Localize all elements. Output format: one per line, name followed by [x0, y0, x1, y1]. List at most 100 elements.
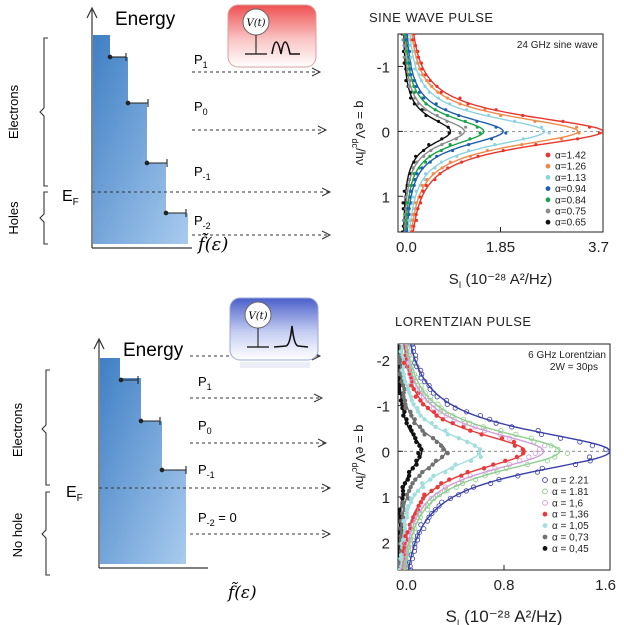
data-point: [443, 469, 448, 475]
data-point: [538, 431, 545, 437]
data-point: [434, 102, 438, 106]
data-point: [420, 166, 424, 170]
data-point: [401, 207, 405, 211]
data-point: [402, 398, 408, 403]
data-point: [400, 515, 406, 520]
data-point: [534, 469, 541, 475]
data-point: [577, 439, 583, 445]
data-point: [413, 96, 417, 100]
data-point: [446, 166, 450, 170]
data-point: [423, 172, 428, 176]
data-point: [413, 435, 418, 441]
y-tick-label: 1: [382, 490, 390, 507]
data-point: [403, 405, 408, 411]
data-point: [411, 432, 416, 437]
data-point: [413, 67, 417, 71]
data-point: [412, 172, 416, 176]
y-tick-label: -1: [377, 399, 390, 416]
data-point: [431, 172, 435, 176]
data-point: [428, 154, 432, 158]
data-point: [409, 413, 414, 418]
series-2: [402, 344, 571, 570]
data-point: [401, 360, 407, 366]
data-point: [414, 363, 420, 370]
data-point: [408, 367, 414, 373]
data-point: [443, 428, 448, 433]
data-point: [506, 435, 513, 441]
energy-label: Energy: [115, 9, 176, 30]
data-point: [401, 383, 406, 388]
data-point: [431, 495, 437, 502]
data-point: [431, 473, 436, 479]
data-point: [535, 428, 541, 434]
data-point: [422, 96, 426, 100]
data-point: [521, 113, 525, 118]
data-point: [436, 90, 440, 94]
data-point: [439, 499, 445, 505]
data-point: [430, 462, 435, 467]
data-point: [589, 443, 595, 449]
data-point: [411, 515, 416, 520]
data-point: [419, 61, 424, 65]
data-point: [491, 462, 496, 467]
data-point: [408, 484, 413, 490]
data-point: [448, 160, 453, 164]
data-point: [409, 383, 414, 388]
data-point: [427, 386, 433, 392]
data-point: [410, 345, 417, 351]
data-point: [441, 409, 447, 415]
data-point: [429, 510, 435, 517]
data-point: [425, 78, 429, 83]
data-point: [450, 148, 455, 153]
data-point: [409, 224, 414, 228]
data-point: [513, 431, 519, 437]
data-point: [409, 183, 414, 188]
data-point: [447, 495, 453, 502]
data-point: [463, 409, 470, 415]
legend-label: α = 1,05: [552, 521, 589, 532]
data-point: [517, 458, 523, 464]
data-point: [539, 125, 544, 129]
data-point: [561, 119, 565, 123]
data-point: [416, 49, 420, 54]
data-point: [409, 189, 413, 193]
sine-pulse-chart: SINE WAVE PULSE 0.0 1.85 3.7 -1 0 1 q = eVdc/hν…: [350, 10, 609, 290]
data-point: [420, 469, 425, 475]
data-point: [411, 387, 416, 392]
legend-label: α = 1,6: [552, 498, 584, 509]
data-point: [445, 451, 450, 456]
data-point: [405, 189, 409, 193]
data-point: [457, 113, 461, 118]
data-point: [430, 390, 437, 396]
legend-label: α=0.94: [555, 184, 587, 195]
data-point: [422, 379, 428, 385]
data-point: [409, 67, 413, 71]
data-point: [480, 424, 486, 430]
data-point: [458, 96, 462, 100]
data-point: [409, 363, 415, 370]
legend-label: α = 2.21: [552, 476, 589, 487]
brace-holes: [41, 491, 50, 576]
data-point: [418, 375, 424, 381]
data-point: [409, 96, 413, 100]
data-point: [400, 503, 405, 509]
data-point: [544, 458, 551, 464]
energy-axis-arrow: [86, 6, 98, 19]
data-point: [403, 541, 409, 547]
f-label: f̃(ε): [196, 232, 228, 255]
data-point: [411, 402, 416, 407]
data-point: [464, 125, 468, 129]
data-point: [409, 556, 416, 562]
data-point: [439, 148, 443, 153]
data-point: [440, 166, 444, 170]
data-point: [575, 137, 580, 141]
data-point: [411, 195, 415, 199]
data-point: [412, 492, 417, 497]
data-point: [528, 435, 534, 441]
data-point: [435, 84, 439, 89]
plot-frame: [397, 343, 611, 571]
data-point: [398, 533, 403, 539]
data-point: [403, 348, 410, 355]
data-point: [398, 552, 404, 558]
data-point: [402, 409, 407, 414]
